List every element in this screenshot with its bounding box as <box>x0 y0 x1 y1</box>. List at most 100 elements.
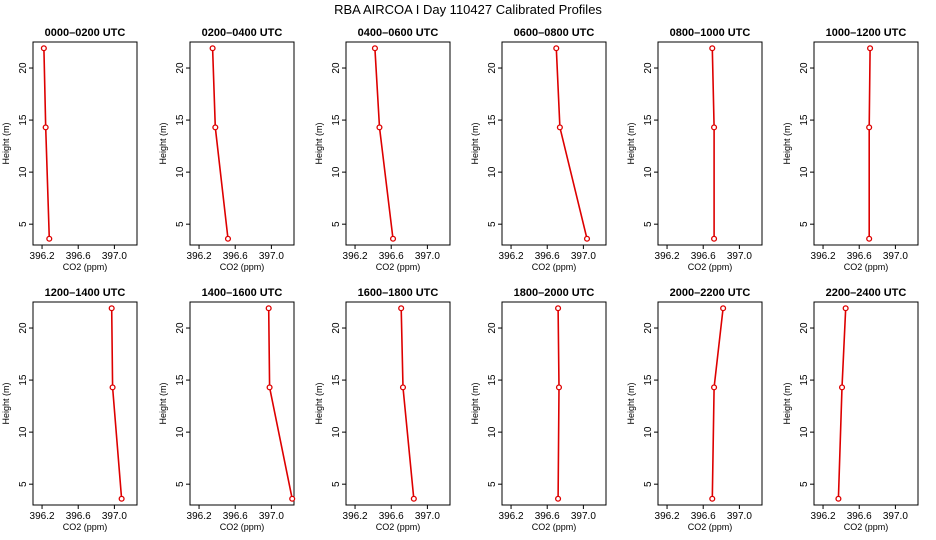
data-point <box>867 45 874 52</box>
y-tick-label: 20 <box>175 322 186 334</box>
panel-title: 0200–0400 UTC <box>202 27 283 39</box>
x-tick-label: 396.6 <box>535 251 560 262</box>
y-tick-label: 20 <box>175 62 186 74</box>
y-tick-label: 20 <box>487 322 498 334</box>
plot-frame <box>501 301 607 506</box>
data-point <box>209 45 216 52</box>
y-tick-label: 20 <box>18 62 29 74</box>
y-tick-label: 10 <box>643 166 654 178</box>
data-point <box>40 45 47 52</box>
panel-title: 1000–1200 UTC <box>826 27 907 39</box>
plot-frame <box>32 301 138 506</box>
plot-frame <box>345 301 451 506</box>
x-tick-label: 396.2 <box>30 251 55 262</box>
y-tick-label: 15 <box>487 374 498 386</box>
data-point <box>835 495 842 502</box>
x-axis-label: CO2 (ppm) <box>688 522 733 532</box>
x-tick-label: 397.0 <box>883 511 908 522</box>
x-tick-label: 396.6 <box>379 511 404 522</box>
y-tick-label: 10 <box>487 426 498 438</box>
x-tick-label: 397.0 <box>727 251 752 262</box>
x-tick-label: 396.6 <box>691 511 716 522</box>
data-point <box>399 384 407 391</box>
x-tick-label: 396.2 <box>811 251 836 262</box>
profile-line <box>374 48 394 239</box>
data-point <box>389 235 397 242</box>
plot-frame <box>657 41 763 246</box>
x-axis-label: CO2 (ppm) <box>844 262 889 272</box>
y-tick-label: 15 <box>175 374 186 386</box>
y-tick-label: 10 <box>487 166 498 178</box>
profile-line <box>211 48 229 239</box>
plot-frame <box>657 301 763 506</box>
data-point <box>224 235 232 242</box>
y-tick-label: 10 <box>331 166 342 178</box>
x-tick-label: 396.6 <box>379 251 404 262</box>
y-tick-label: 5 <box>18 481 29 487</box>
profile-line <box>837 308 847 499</box>
data-point <box>583 235 591 242</box>
x-tick-label: 396.2 <box>343 511 368 522</box>
data-point <box>553 45 560 52</box>
panel-title: 1600–1800 UTC <box>358 287 439 299</box>
y-axis-label: Height (m) <box>1 382 11 424</box>
y-tick-label: 5 <box>175 221 186 227</box>
y-tick-label: 20 <box>799 322 810 334</box>
figure-title: RBA AIRCOA I Day 110427 Calibrated Profi… <box>334 2 602 17</box>
data-point <box>398 305 405 312</box>
x-tick-label: 396.2 <box>343 251 368 262</box>
x-tick-label: 397.0 <box>259 251 284 262</box>
data-point <box>866 235 873 242</box>
plot-frame <box>501 41 607 246</box>
x-tick-label: 397.0 <box>415 511 440 522</box>
panel-title: 1400–1600 UTC <box>202 287 283 299</box>
panel: 0200–0400 UTC 396.2 396.6 397.0 5 10 15 20 CO2 (… <box>158 27 295 272</box>
y-tick-label: 10 <box>18 166 29 178</box>
data-point <box>720 305 727 312</box>
y-axis-label: Height (m) <box>314 122 324 164</box>
profile-line <box>711 308 724 499</box>
y-tick-label: 15 <box>175 114 186 126</box>
y-tick-label: 5 <box>331 221 342 227</box>
x-tick-label: 396.6 <box>847 511 872 522</box>
y-tick-label: 15 <box>331 374 342 386</box>
profile-line <box>400 308 415 499</box>
x-tick-label: 396.2 <box>655 511 680 522</box>
x-tick-label: 397.0 <box>415 251 440 262</box>
data-point <box>866 124 873 131</box>
data-point <box>376 124 383 131</box>
x-axis-label: CO2 (ppm) <box>220 262 265 272</box>
profile-line <box>868 48 871 239</box>
data-point <box>109 384 116 391</box>
profile-line <box>557 308 560 499</box>
x-tick-label: 397.0 <box>571 251 596 262</box>
panel-title: 2200–2400 UTC <box>826 287 907 299</box>
data-point <box>289 495 296 502</box>
profile-line <box>43 48 51 239</box>
y-tick-label: 15 <box>331 114 342 126</box>
y-tick-label: 10 <box>175 166 186 178</box>
y-tick-label: 10 <box>799 426 810 438</box>
panel-title: 1800–2000 UTC <box>514 287 595 299</box>
x-tick-label: 396.6 <box>223 251 248 262</box>
x-tick-label: 396.2 <box>30 511 55 522</box>
data-point <box>711 384 718 391</box>
y-tick-label: 20 <box>487 62 498 74</box>
y-tick-label: 10 <box>175 426 186 438</box>
panel-title: 0400–0600 UTC <box>358 27 439 39</box>
x-axis-label: CO2 (ppm) <box>376 522 421 532</box>
y-tick-label: 5 <box>799 221 810 227</box>
y-tick-label: 15 <box>487 114 498 126</box>
x-tick-label: 396.2 <box>499 511 524 522</box>
profile-line <box>110 308 123 499</box>
x-tick-label: 396.2 <box>499 251 524 262</box>
x-tick-label: 396.2 <box>187 511 212 522</box>
panel-title: 0600–0800 UTC <box>514 27 595 39</box>
y-tick-label: 15 <box>643 374 654 386</box>
plot-frame <box>32 41 138 246</box>
y-tick-label: 5 <box>331 481 342 487</box>
y-tick-label: 15 <box>643 114 654 126</box>
x-tick-label: 397.0 <box>727 511 752 522</box>
data-point <box>371 45 378 52</box>
